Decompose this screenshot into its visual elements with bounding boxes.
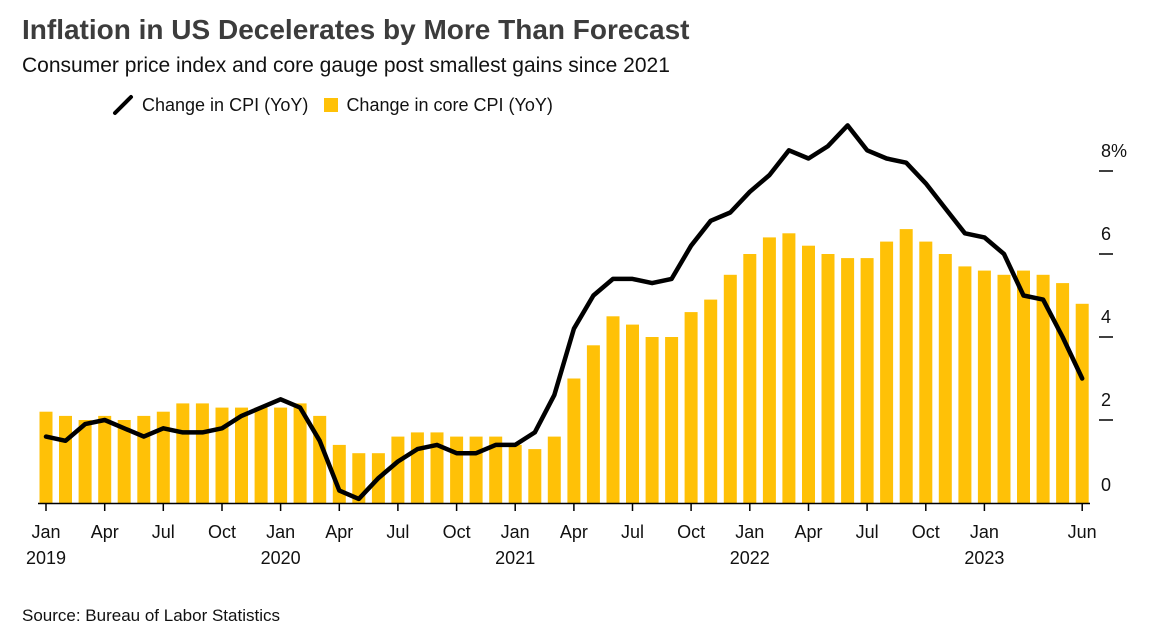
- y-tick-label: 0: [1101, 475, 1111, 495]
- chart-title: Inflation in US Decelerates by More Than…: [22, 14, 690, 45]
- core-cpi-bar-2021-10: [684, 312, 698, 503]
- y-tick-label: 8%: [1101, 141, 1127, 161]
- core-cpi-bar-2021-09: [665, 337, 679, 503]
- core-cpi-bar-2022-07: [860, 258, 874, 503]
- cpi-line: [43, 123, 1085, 502]
- x-tick-label: Jan: [735, 522, 764, 542]
- x-tick-label: Jul: [621, 522, 644, 542]
- core-cpi-bar-2019-05: [117, 420, 131, 503]
- core-cpi-bar-2022-06: [841, 258, 855, 503]
- x-tick-year-label: 2022: [730, 548, 770, 568]
- x-tick-label: Jul: [386, 522, 409, 542]
- core-cpi-bar-2023-01: [977, 270, 991, 503]
- core-cpi-bar-2021-03: [547, 436, 561, 503]
- x-tick-label: Apr: [325, 522, 353, 542]
- x-tick-label: Jul: [856, 522, 879, 542]
- core-cpi-bar-2021-12: [723, 274, 737, 504]
- core-cpi-bar-2022-10: [919, 241, 933, 503]
- core-cpi-bar-2022-05: [821, 254, 835, 503]
- core-cpi-bar-2022-04: [802, 245, 815, 503]
- core-cpi-bar-2021-02: [528, 449, 542, 504]
- core-cpi-bar-2020-05: [352, 453, 366, 503]
- x-tick-label: Apr: [794, 522, 822, 542]
- x-tick-label: Apr: [91, 522, 119, 542]
- y-axis: 8% 6 4 2 0: [1099, 141, 1127, 495]
- core-cpi-bar-2019-04: [98, 415, 112, 504]
- core-cpi-bar-2022-03: [782, 233, 796, 504]
- x-axis: Jan 2019 Apr Jul Oct Jan 2020 Apr Jul Oct Jan 2021 A…: [26, 502, 1097, 568]
- x-tick-label: Oct: [912, 522, 940, 542]
- core-cpi-bar-2021-05: [586, 345, 600, 503]
- core-cpi-bar-2022-12: [958, 266, 972, 503]
- core-cpi-bar-2019-02: [59, 415, 72, 504]
- y-tick-label: 6: [1101, 224, 1111, 244]
- y-tick-label: 2: [1101, 390, 1111, 410]
- core-cpi-bar-2019-01: [39, 411, 53, 503]
- core-cpi-bar-2022-08: [880, 241, 894, 503]
- x-tick-label: Oct: [208, 522, 236, 542]
- core-cpi-bar-2020-09: [430, 432, 444, 503]
- legend-label-core-cpi: Change in core CPI (YoY): [346, 94, 553, 115]
- core-cpi-bar-2021-01: [508, 444, 522, 503]
- core-cpi-bar-2023-02: [997, 274, 1011, 504]
- core-cpi-bar-2020-11: [469, 436, 483, 503]
- core-cpi-bar-2020-02: [293, 403, 307, 503]
- legend-item-core-cpi: Change in core CPI (YoY): [324, 94, 553, 116]
- y-tick-label: 4: [1101, 307, 1111, 327]
- legend-item-cpi: Change in CPI (YoY): [112, 94, 308, 116]
- x-tick-label: Jan: [501, 522, 530, 542]
- core-cpi-bar-2021-06: [606, 316, 620, 504]
- x-tick-label: Jan: [31, 522, 60, 542]
- core-cpi-bar-2021-07: [626, 324, 639, 503]
- x-tick-label: Apr: [560, 522, 588, 542]
- core-cpi-bar-2020-07: [391, 436, 405, 503]
- core-cpi-bar-2019-12: [254, 407, 268, 503]
- core-cpi-bar-2021-08: [645, 337, 659, 503]
- x-tick-label: Jul: [152, 522, 175, 542]
- x-tick-label: Oct: [443, 522, 471, 542]
- core-cpi-bar-2023-04: [1036, 274, 1050, 504]
- core-cpi-bar-2021-04: [567, 378, 581, 503]
- core-cpi-bar-2023-03: [1017, 270, 1030, 503]
- chart-subtitle: Consumer price index and core gauge post…: [22, 54, 670, 77]
- x-tick-label: Oct: [677, 522, 705, 542]
- core-cpi-bar-2019-07: [156, 411, 170, 503]
- x-tick-label: Jan: [970, 522, 999, 542]
- line-series-icon: [113, 95, 133, 115]
- x-tick-year-label: 2019: [26, 548, 66, 568]
- core-cpi-bar-2019-10: [215, 407, 229, 503]
- x-tick-year-label: 2021: [495, 548, 535, 568]
- x-tick-label: Jan: [266, 522, 295, 542]
- source-note: Source: Bureau of Labor Statistics: [22, 606, 280, 625]
- core-cpi-bar-2020-10: [450, 436, 464, 503]
- core-cpi-bar-2022-09: [899, 229, 913, 503]
- core-cpi-bar-2022-11: [938, 254, 952, 503]
- core-cpi-bar-2023-06: [1075, 303, 1089, 503]
- core-cpi-bar-2020-12: [489, 436, 503, 503]
- bar-series-swatch-icon: [324, 98, 339, 112]
- x-tick-year-label: 2020: [261, 548, 301, 568]
- core-cpi-bar-2022-01: [743, 254, 757, 503]
- x-tick-year-label: 2023: [964, 548, 1004, 568]
- core-cpi-bar-2019-09: [195, 403, 209, 503]
- core-cpi-bar-2019-08: [176, 403, 190, 503]
- core-cpi-bar-2022-02: [762, 237, 776, 503]
- core-cpi-bar-2019-11: [235, 407, 248, 503]
- legend: Change in CPI (YoY) Change in core CPI (…: [112, 92, 569, 118]
- cpi-line-layer: [43, 123, 1085, 502]
- x-tick-label: Jun: [1068, 522, 1097, 542]
- core-cpi-bars: [39, 229, 1089, 504]
- core-cpi-bar-2019-06: [137, 415, 151, 504]
- core-cpi-bar-2020-08: [410, 432, 424, 503]
- core-cpi-bar-2019-03: [78, 420, 92, 503]
- legend-label-cpi: Change in CPI (YoY): [142, 94, 309, 115]
- core-cpi-bar-2020-01: [274, 407, 288, 503]
- core-cpi-bar-2021-11: [704, 299, 718, 503]
- core-cpi-bar-2023-05: [1056, 283, 1070, 503]
